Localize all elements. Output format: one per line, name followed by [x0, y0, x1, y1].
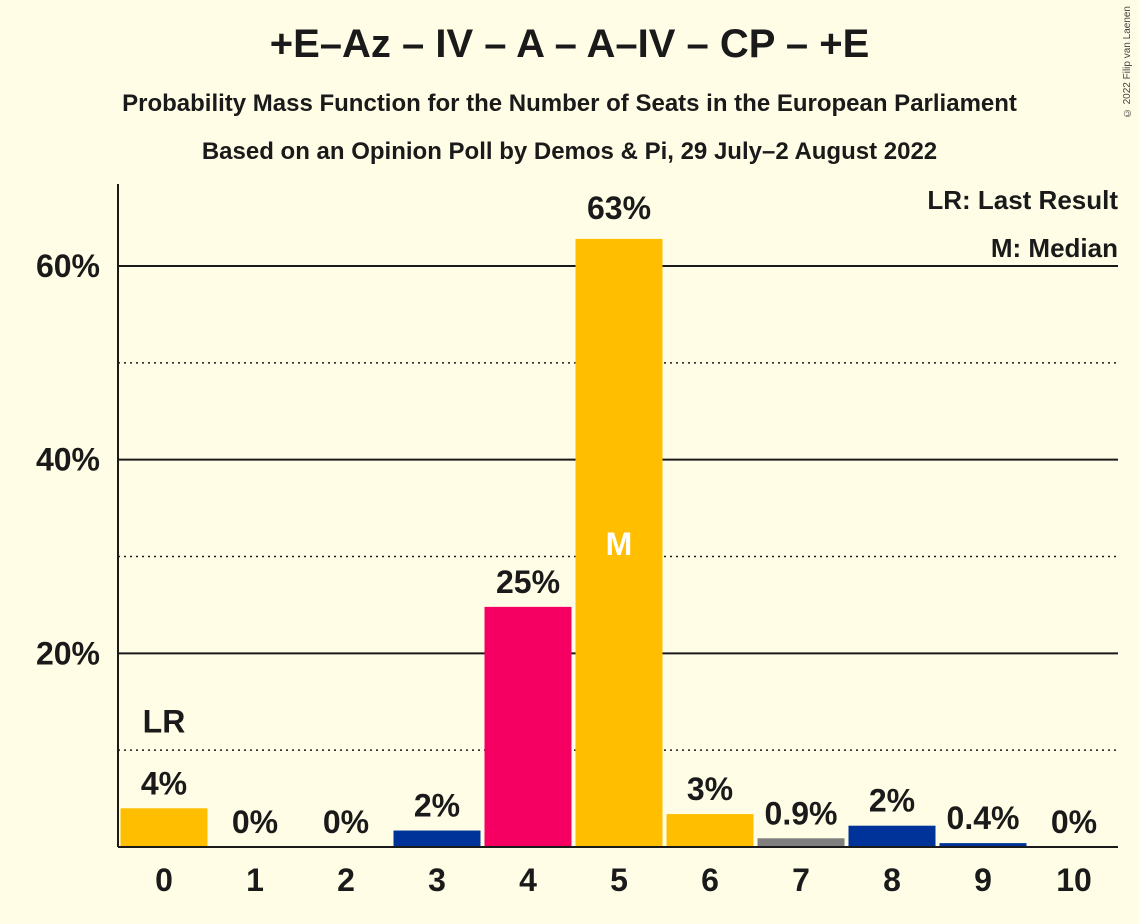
bar — [484, 606, 572, 847]
x-tick-label: 1 — [246, 862, 264, 898]
bar — [757, 838, 845, 847]
data-label: 2% — [869, 783, 915, 819]
chart-subtitle-poll: Based on an Opinion Poll by Demos & Pi, … — [201, 138, 938, 165]
bar — [848, 825, 936, 847]
data-label: 25% — [496, 564, 560, 600]
x-tick-label: 4 — [519, 862, 537, 898]
x-tick-label: 9 — [974, 862, 992, 898]
x-tick-label: 0 — [155, 862, 173, 898]
x-tick-label: 3 — [428, 862, 446, 898]
data-label: 0% — [323, 804, 369, 840]
data-label: 3% — [687, 771, 733, 807]
x-tick-label: 8 — [883, 862, 901, 898]
x-tick-label: 10 — [1056, 862, 1092, 898]
x-tick-label: 6 — [701, 862, 719, 898]
y-tick-label: 40% — [36, 442, 100, 478]
legend: LR: Last Result M: Median — [927, 185, 1118, 263]
chart-subtitle: Probability Mass Function for the Number… — [122, 90, 1017, 117]
bars — [120, 238, 1027, 848]
x-tick-label: 2 — [337, 862, 355, 898]
data-label: 2% — [414, 788, 460, 824]
x-tick-label: 7 — [792, 862, 810, 898]
bar — [120, 808, 208, 847]
bar — [939, 843, 1027, 847]
last-result-marker: LR — [143, 703, 186, 739]
bar — [666, 814, 754, 847]
y-tick-label: 60% — [36, 248, 100, 284]
bar — [393, 830, 481, 847]
data-label: 0% — [1051, 804, 1097, 840]
data-label: 63% — [587, 190, 651, 226]
data-label: 0% — [232, 804, 278, 840]
bar — [575, 238, 663, 848]
x-tick-label: 5 — [610, 862, 628, 898]
legend-entry: LR: Last Result — [927, 185, 1118, 215]
data-label: 0.4% — [947, 800, 1020, 836]
legend-entry: M: Median — [991, 233, 1118, 263]
axes — [117, 184, 1118, 848]
data-label: 0.9% — [765, 795, 838, 831]
data-label: 4% — [141, 765, 187, 801]
median-marker: M — [606, 526, 633, 562]
data-labels: 4% 0 0% 1 0% 2 2% 3 25% 4 63% 5 3% 6 0.9% 7 2% 8 0.4% 9 0% 10… — [141, 190, 1097, 898]
y-tick-label: 20% — [36, 635, 100, 671]
chart-title: +E–Az – IV – A – A–IV – CP – +E — [269, 22, 870, 66]
